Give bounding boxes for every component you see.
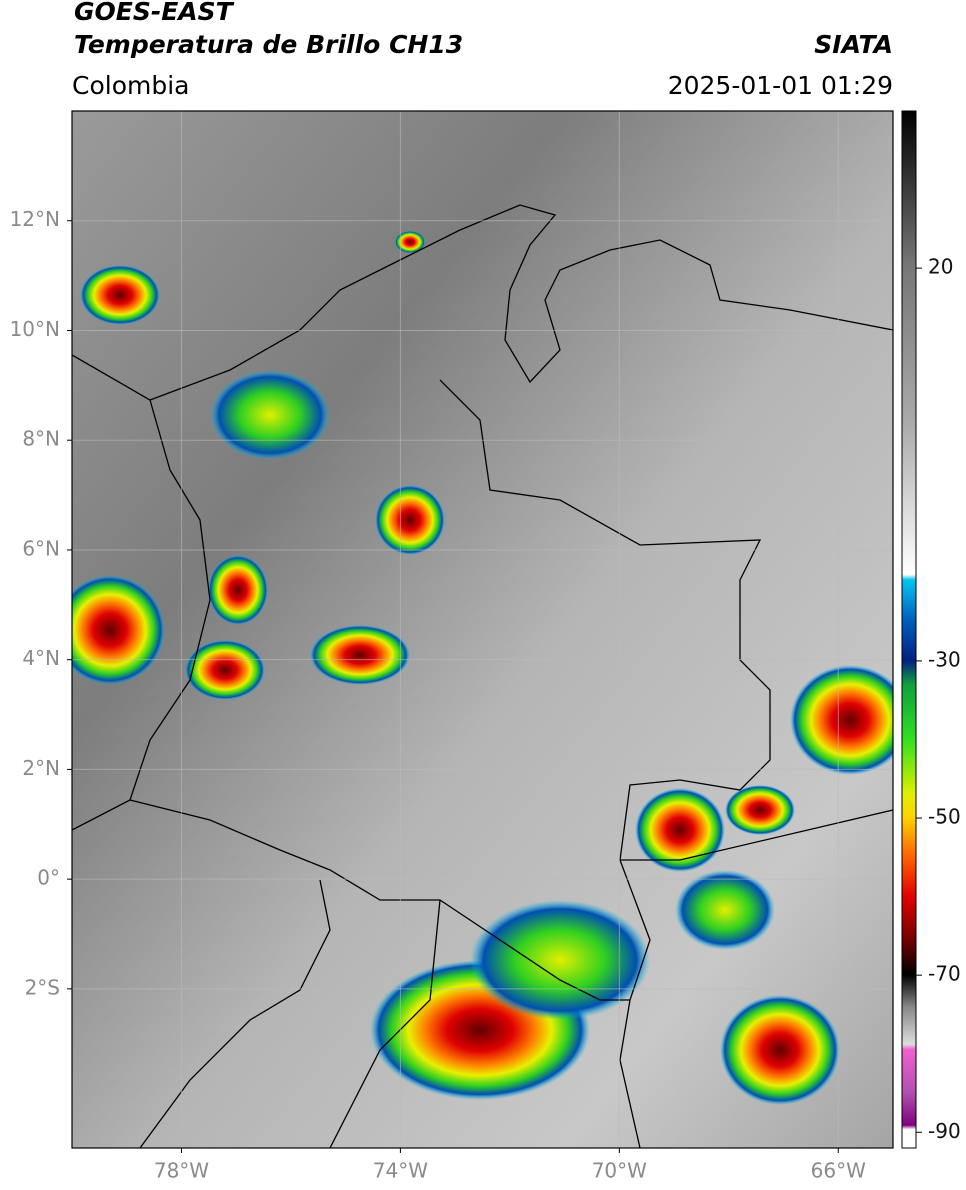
- storm-cell: [635, 788, 725, 872]
- timestamp: 2025-01-01 01:29: [668, 71, 893, 100]
- storm-cell: [210, 370, 330, 460]
- x-tick-label: 70°W: [592, 1159, 647, 1183]
- coastline: [72, 354, 211, 831]
- subtitle: Temperatura de Brillo CH13: [74, 30, 463, 59]
- colorbar-tick-label: -50: [928, 805, 961, 829]
- y-tick-label: 10°N: [10, 317, 60, 341]
- storm-cell: [80, 265, 160, 325]
- storm-cell: [470, 900, 650, 1020]
- storm-cell: [395, 231, 425, 253]
- storm-cell: [375, 485, 445, 555]
- storm-cell: [72, 575, 165, 685]
- colorbar-tick-label: -30: [928, 647, 961, 671]
- storm-cell: [790, 665, 893, 775]
- y-tick-label: 0°: [37, 866, 60, 890]
- storm-cell: [185, 640, 265, 700]
- coastline: [149, 204, 893, 401]
- y-tick-label: 12°N: [10, 207, 60, 231]
- map-frame: [71, 110, 894, 1149]
- map: [72, 111, 893, 1148]
- y-tick-label: 8°N: [22, 427, 60, 451]
- storm-cell: [720, 995, 840, 1105]
- y-tick-label: 2°S: [25, 975, 60, 999]
- source: SIATA: [814, 30, 893, 59]
- border: [329, 809, 893, 1148]
- y-tick-label: 4°N: [22, 646, 60, 670]
- x-tick-label: 74°W: [373, 1159, 428, 1183]
- storm-cell: [208, 555, 268, 625]
- x-tick-label: 78°W: [154, 1159, 209, 1183]
- border: [129, 379, 771, 1001]
- colorbar: [901, 110, 917, 1149]
- colorbar-tick-label: -90: [928, 1119, 961, 1143]
- storm-cell: [310, 625, 410, 685]
- region: Colombia: [72, 71, 189, 100]
- colorbar-tick-label: -70: [928, 962, 961, 986]
- y-tick-label: 6°N: [22, 536, 60, 560]
- storm-cell: [725, 785, 795, 835]
- storm-cell: [675, 870, 775, 950]
- colorbar-tick-label: 20: [928, 255, 953, 279]
- title: GOES-EAST: [74, 0, 235, 26]
- x-tick-label: 66°W: [811, 1159, 866, 1183]
- y-tick-label: 2°N: [22, 756, 60, 780]
